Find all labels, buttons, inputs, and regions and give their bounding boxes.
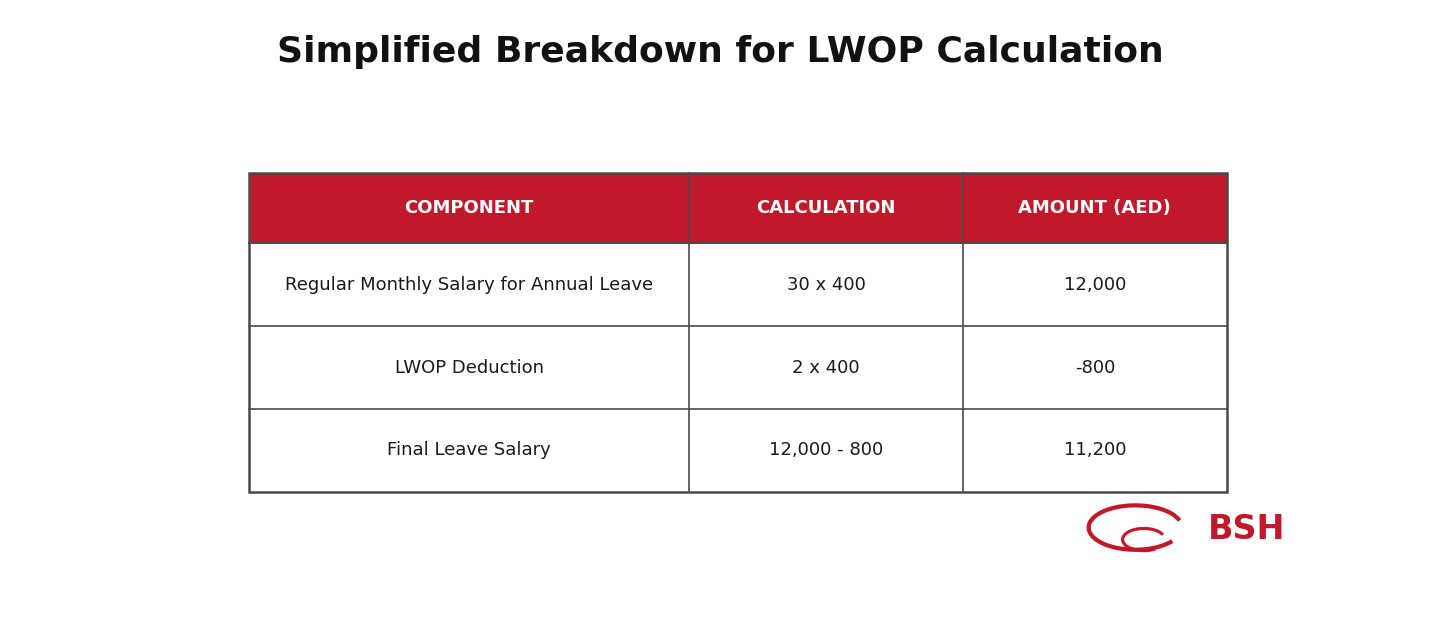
Text: CALCULATION: CALCULATION	[756, 199, 896, 217]
Text: 11,200: 11,200	[1064, 442, 1126, 459]
Text: 30 x 400: 30 x 400	[786, 276, 865, 294]
Text: Simplified Breakdown for LWOP Calculation: Simplified Breakdown for LWOP Calculatio…	[276, 35, 1164, 69]
Bar	[249, 173, 1227, 243]
Text: AMOUNT (AED): AMOUNT (AED)	[1018, 199, 1171, 217]
Text: 12,000: 12,000	[1064, 276, 1126, 294]
Text: Regular Monthly Salary for Annual Leave: Regular Monthly Salary for Annual Leave	[285, 276, 654, 294]
Text: LWOP Deduction: LWOP Deduction	[395, 358, 544, 377]
Text: BSH: BSH	[1208, 513, 1286, 546]
Text: -800: -800	[1074, 358, 1115, 377]
Text: COMPONENT: COMPONENT	[405, 199, 534, 217]
Text: 2 x 400: 2 x 400	[792, 358, 860, 377]
Text: 12,000 - 800: 12,000 - 800	[769, 442, 883, 459]
Bar	[249, 173, 1227, 492]
Text: Final Leave Salary: Final Leave Salary	[387, 442, 552, 459]
